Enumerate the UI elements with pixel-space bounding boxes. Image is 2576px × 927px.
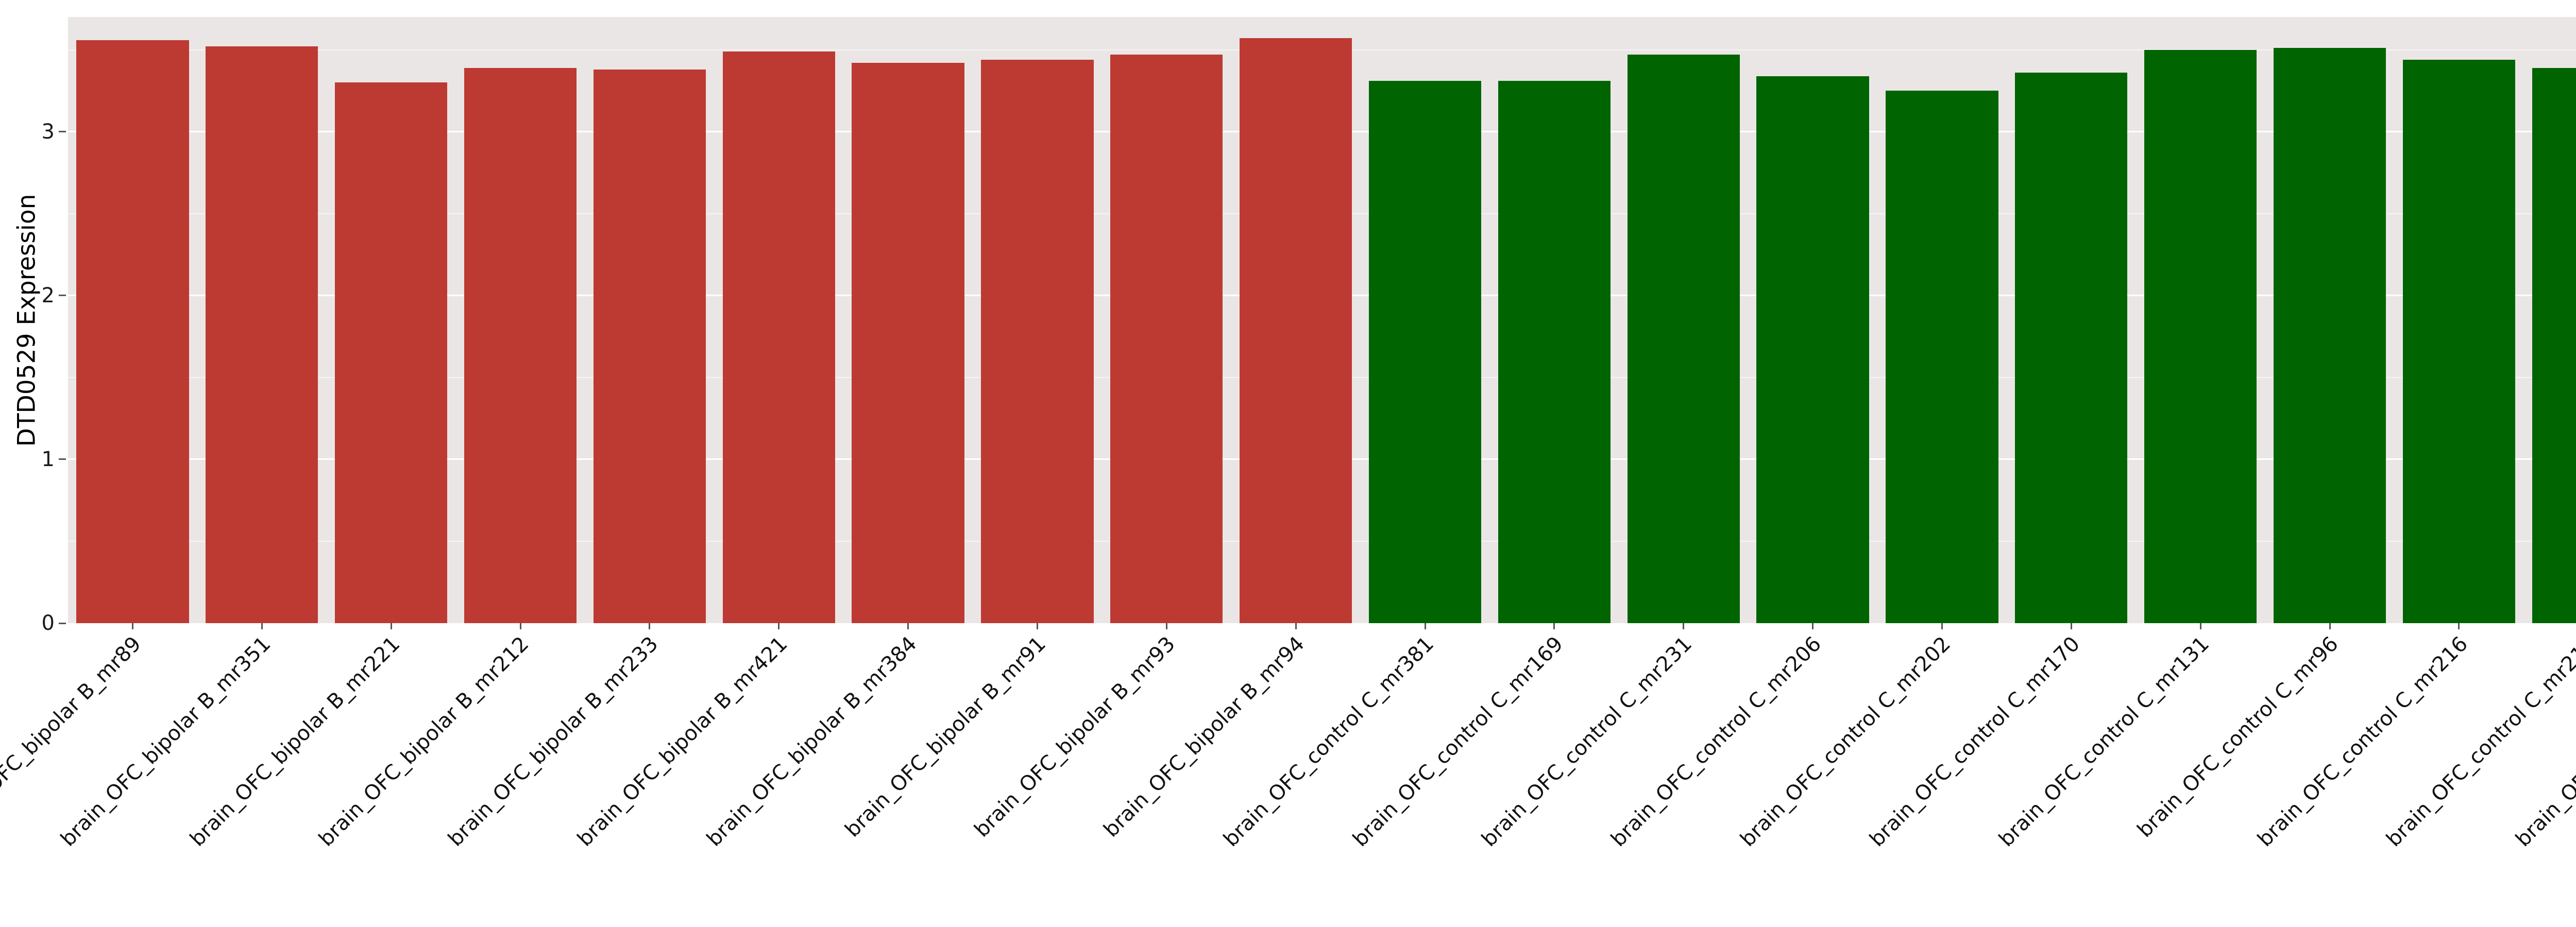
plot-area [68, 17, 2576, 623]
bar [981, 59, 1094, 623]
bar [722, 51, 835, 623]
y-tick-mark [59, 131, 66, 133]
x-tick-label: brain_OFC_bipolar B_mr212 [314, 632, 534, 851]
x-tick-mark [1812, 623, 1814, 629]
x-tick-mark [1553, 623, 1555, 629]
bar [2015, 73, 2128, 623]
x-tick-mark [1036, 623, 1038, 629]
x-tick-label: brain_OFC_control C_mr131 [1994, 632, 2214, 852]
bar [1756, 76, 1869, 623]
bar [335, 82, 448, 623]
x-tick-mark [1295, 623, 1297, 629]
y-tick-label: 2 [41, 283, 55, 307]
bar [2402, 59, 2515, 623]
x-tick-mark [1941, 623, 1943, 629]
bar [1886, 91, 1998, 623]
bar [852, 63, 964, 623]
x-tick-label: brain_OFC_bipolar B_mr233 [444, 632, 663, 851]
bar [2273, 48, 2386, 623]
x-tick-label: brain_OFC_control C_mr169 [1348, 632, 1568, 852]
y-tick-label: 0 [41, 611, 55, 635]
bar [1368, 81, 1482, 623]
bar [1110, 55, 1223, 623]
x-tick-label: brain_OFC_bipolar B_mr221 [185, 632, 404, 851]
x-tick-mark [131, 623, 133, 629]
x-tick-mark [2199, 623, 2201, 629]
bar [2532, 67, 2576, 623]
x-tick-label: brain_OFC_bipolar B_mr421 [573, 632, 792, 851]
x-tick-label: brain_OFC_bipolar B_mr384 [702, 632, 922, 851]
bar [464, 67, 577, 623]
x-tick-mark [1165, 623, 1167, 629]
bar [2144, 49, 2257, 623]
x-tick-label: brain_OFC_control C_mr381 [1218, 632, 1438, 852]
y-tick-label: 1 [41, 447, 55, 471]
x-tick-mark [778, 623, 780, 629]
x-tick-label: brain_OFC_control C_mr206 [1606, 632, 1826, 852]
bar [206, 46, 318, 623]
x-tick-mark [907, 623, 909, 629]
x-tick-mark [519, 623, 521, 629]
x-tick-label: brain_OFC_control C_mr202 [1736, 632, 1956, 852]
x-tick-label: brain_OFC_control C_mr231 [1477, 632, 1697, 852]
bar [76, 40, 189, 623]
bar [593, 69, 706, 623]
y-axis-title: DTD0529 Expression [12, 194, 41, 447]
x-tick-mark [261, 623, 263, 629]
x-tick-mark [2329, 623, 2331, 629]
x-tick-label: brain_OFC_bipolar B_mr89 [0, 632, 146, 842]
x-tick-label: brain_OFC_control C_mr170 [1865, 632, 2085, 852]
x-tick-label: brain_OFC_bipolar B_mr351 [56, 632, 276, 851]
x-tick-mark [1424, 623, 1426, 629]
y-tick-label: 3 [41, 119, 55, 144]
bar [1627, 55, 1740, 623]
x-tick-label: brain_OFC_control C_mr216 [2252, 632, 2472, 852]
y-tick-mark [59, 622, 66, 624]
bar [1498, 81, 1611, 623]
x-tick-mark [390, 623, 392, 629]
x-tick-mark [1683, 623, 1685, 629]
x-tick-mark [649, 623, 651, 629]
x-tick-mark [2070, 623, 2072, 629]
x-tick-mark [2458, 623, 2460, 629]
y-tick-mark [59, 295, 66, 297]
bar [1240, 38, 1352, 623]
y-tick-mark [59, 458, 66, 460]
